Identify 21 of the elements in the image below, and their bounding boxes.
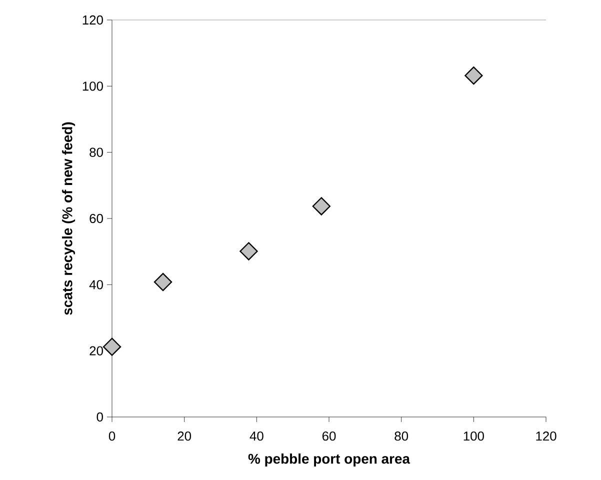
x-tick-label: 100 <box>464 432 484 441</box>
y-tick-label: 20 <box>90 346 103 356</box>
point <box>240 242 258 260</box>
y-tick-label: 60 <box>90 214 103 224</box>
x-tick-label: 120 <box>536 432 556 441</box>
y-tick-label: 0 <box>96 412 103 422</box>
x-tick-label: 40 <box>250 432 264 441</box>
y-tick-label: 100 <box>82 82 103 91</box>
y-axis-title: scats recycle (% of new feed) <box>62 122 76 315</box>
point <box>312 197 330 216</box>
x-axis-title: % pebble port open area <box>248 454 410 467</box>
point <box>102 338 122 356</box>
x-tick-label: 60 <box>322 432 336 441</box>
y-tick-label: 80 <box>90 148 103 157</box>
x-tick-label: 0 <box>108 432 116 441</box>
y-tick-label: 40 <box>89 280 103 290</box>
point <box>154 272 172 292</box>
y-tick-label: 120 <box>82 15 103 25</box>
x-tick-label: 80 <box>394 432 408 441</box>
point <box>464 66 483 85</box>
x-tick-label: 20 <box>178 432 192 441</box>
